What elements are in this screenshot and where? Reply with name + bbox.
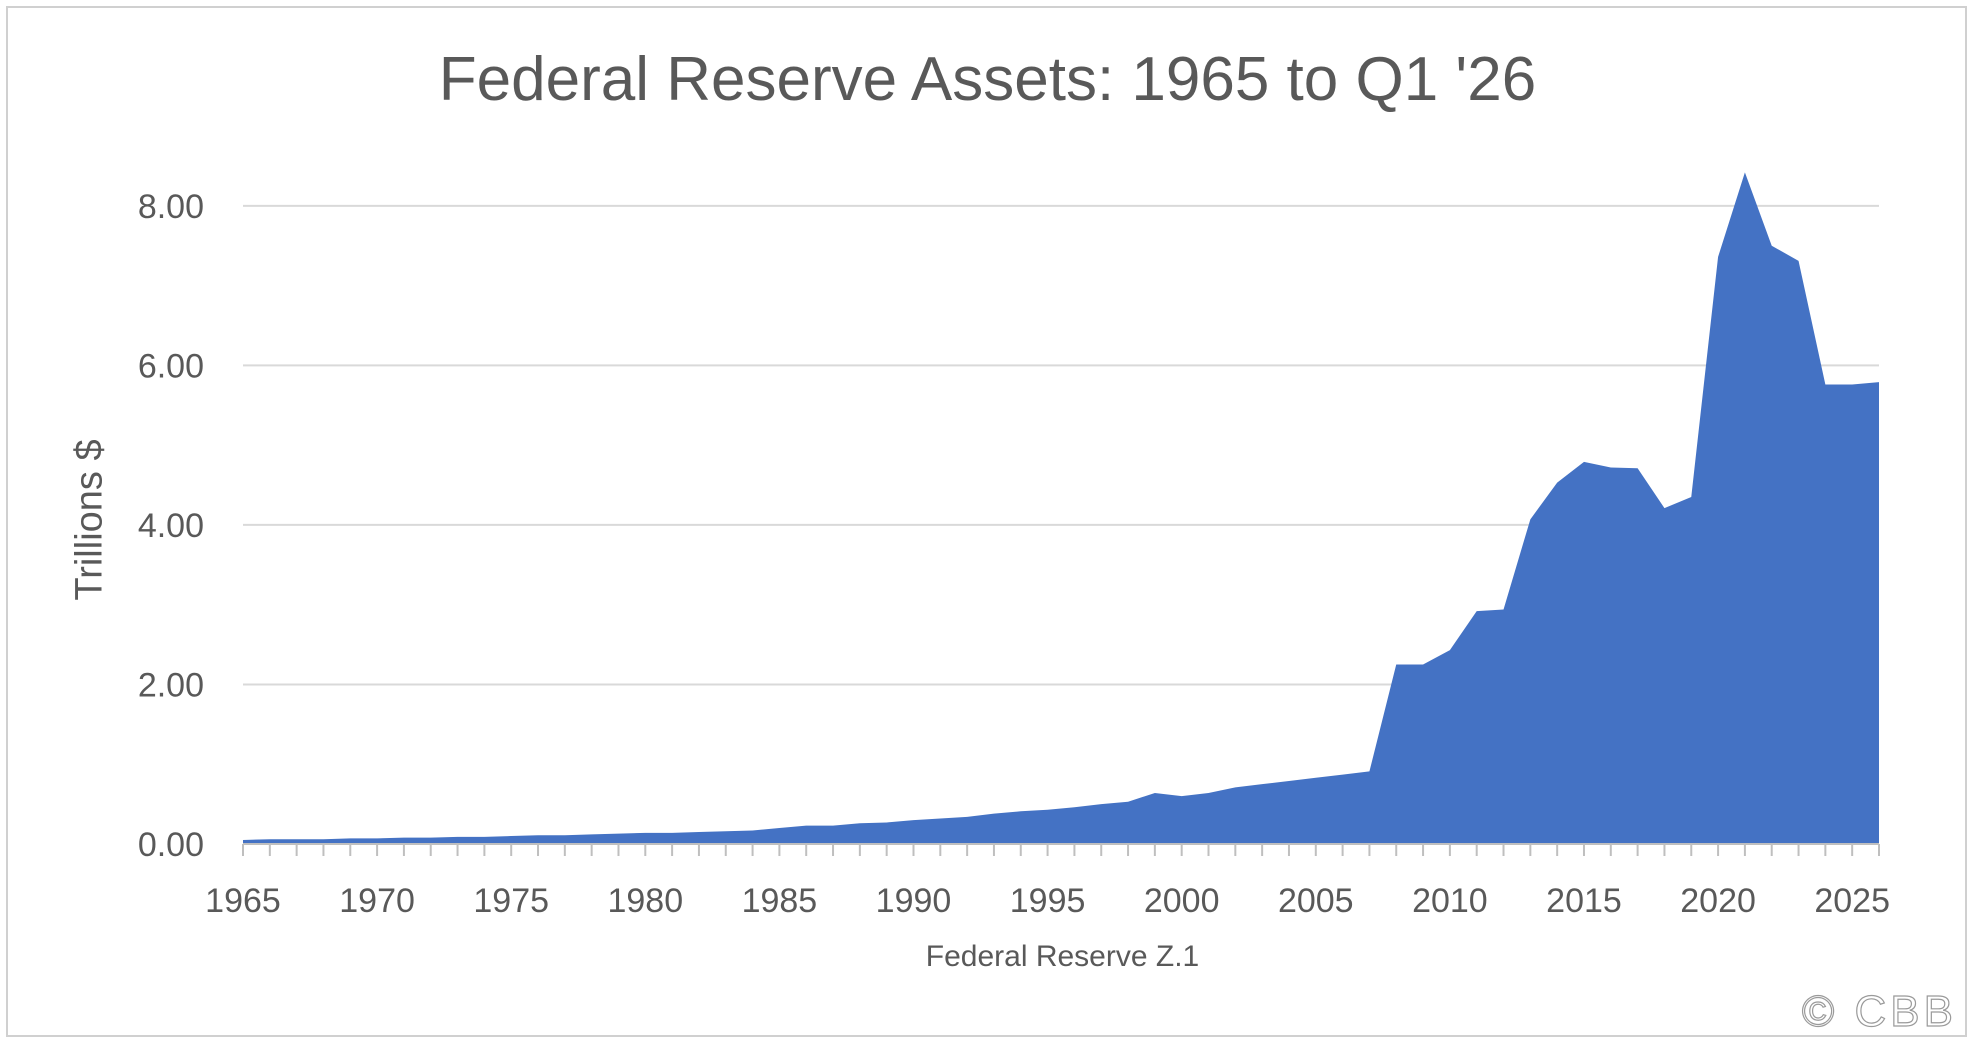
x-tick-label: 1965	[205, 882, 281, 920]
x-tick-label: 2025	[1814, 882, 1890, 920]
x-tick-label: 2005	[1278, 882, 1354, 920]
x-tick-label: 1995	[1010, 882, 1086, 920]
y-tick-label: 0.00	[138, 826, 204, 864]
y-tick-label: 8.00	[138, 188, 204, 226]
x-tick-labels: 1965 1970 1975 1980 1985 1990 1995 2000 2005 2010…	[205, 882, 1890, 920]
x-tick-label: 1990	[876, 882, 952, 920]
copyright-watermark: © CBB	[1801, 986, 1957, 1036]
x-tick-label: 1970	[339, 882, 415, 920]
x-tick-label: 2010	[1412, 882, 1488, 920]
x-tick-label: 2020	[1680, 882, 1756, 920]
x-tick-label: 2000	[1144, 882, 1220, 920]
x-axis	[242, 843, 1880, 856]
x-axis-label: Federal Reserve Z.1	[925, 940, 1200, 973]
chart-frame	[6, 6, 1967, 1037]
x-tick-label: 1985	[742, 882, 818, 920]
y-tick-label: 4.00	[138, 507, 204, 545]
assets-area	[243, 172, 1879, 845]
chart-title: Federal Reserve Assets: 1965 to Q1 '26	[438, 45, 1537, 114]
x-tick-label: 2015	[1546, 882, 1622, 920]
x-tick-label: 1980	[607, 882, 683, 920]
y-tick-labels: 0.00 2.00 4.00 6.00 8.00	[138, 188, 204, 864]
y-tick-label: 6.00	[138, 347, 204, 385]
y-tick-label: 2.00	[138, 666, 204, 704]
x-tick-label: 1975	[473, 882, 549, 920]
